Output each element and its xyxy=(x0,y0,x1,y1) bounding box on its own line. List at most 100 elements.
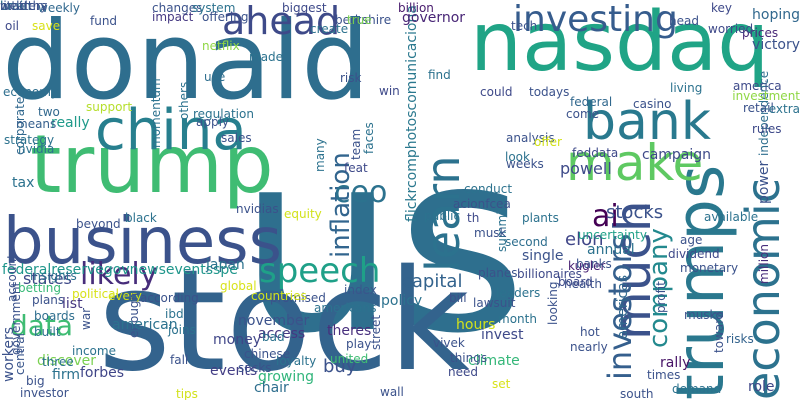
word-support: support xyxy=(86,100,133,114)
word-theres: theres xyxy=(327,323,372,339)
word-wall: wall xyxy=(380,385,404,399)
word-team: team xyxy=(349,128,363,160)
word-billionaires: billionaires xyxy=(517,267,582,281)
word-growing: growing xyxy=(258,369,314,385)
word-war: war xyxy=(79,307,93,330)
word-chinese: chinese xyxy=(244,347,291,361)
word-forbes: forbes xyxy=(80,365,125,381)
word-times: times xyxy=(647,368,681,382)
word-true: true xyxy=(347,13,372,27)
word-living: living xyxy=(670,81,703,95)
word-apply: apply xyxy=(196,115,230,129)
word-nearly: nearly xyxy=(570,340,608,354)
word-dividend: dividend xyxy=(668,247,720,261)
word-head: head xyxy=(669,14,699,28)
word-beyond: beyond xyxy=(76,217,121,231)
word-ibd: ibd xyxy=(165,307,184,321)
word-nvidias: nvidias xyxy=(236,202,279,216)
word-equity: equity xyxy=(284,207,322,221)
word-account: account xyxy=(5,254,19,302)
word-impact: impact xyxy=(152,10,194,24)
word-federal: federal xyxy=(570,95,613,109)
word-really: really xyxy=(51,115,90,131)
word-uncertainty: uncertainty xyxy=(578,228,647,242)
word-retail: retail xyxy=(743,101,774,115)
word-risk: risk xyxy=(340,71,362,85)
word-could: could xyxy=(480,85,513,99)
word-biggest: biggest xyxy=(282,1,327,15)
word-todays: todays xyxy=(529,85,570,99)
word-south: south xyxy=(620,387,654,400)
word-likely: likely xyxy=(80,257,158,292)
word-data: data xyxy=(10,309,74,342)
word-power: power xyxy=(756,160,772,204)
word-us: us xyxy=(238,97,527,388)
word-system: system xyxy=(192,1,236,15)
word-month: month xyxy=(498,312,537,326)
word-list: list xyxy=(62,296,83,312)
word-play: play xyxy=(346,337,372,351)
word-tips: tips xyxy=(176,387,198,400)
word-th: th xyxy=(467,211,480,225)
word-money: money xyxy=(213,332,261,348)
word-bill: bill xyxy=(449,291,467,305)
word-feat: feat xyxy=(344,161,368,175)
word-americans: americans xyxy=(314,301,377,315)
word-billion: billion xyxy=(398,1,434,15)
word-plants: plants xyxy=(522,211,559,225)
word-means: means xyxy=(16,117,57,131)
word-flickrcomphotoscomunicaciona: flickrcomphotoscomunicaciona xyxy=(404,5,420,222)
word-americas: americas xyxy=(615,274,631,339)
word-health: health xyxy=(564,277,602,291)
word-policy: policy xyxy=(381,293,423,309)
word-nasdaq: nasdaq xyxy=(470,0,770,90)
word-board: board xyxy=(558,275,593,289)
word-weeks: weeks xyxy=(506,157,544,171)
word-monetary: monetary xyxy=(680,261,739,275)
word-planes: planes xyxy=(478,266,518,280)
word-global: global xyxy=(220,279,257,293)
word-black: black xyxy=(125,211,157,225)
word-socks: socks xyxy=(238,361,272,375)
word-investment: investment xyxy=(732,89,800,103)
word-analysis: analysis xyxy=(506,131,555,145)
word-buy: buy xyxy=(323,356,357,377)
word-big: big xyxy=(26,374,45,388)
word-win: win xyxy=(379,84,400,98)
word-feddata: feddata xyxy=(572,146,619,160)
word-november: november xyxy=(238,313,310,329)
word-loyalty: loyalty xyxy=(276,354,317,368)
word-hours: hours xyxy=(456,317,496,333)
word-many: many xyxy=(313,138,327,172)
word-countries: countries xyxy=(251,289,307,303)
word-stocks: stocks xyxy=(606,202,664,223)
word-regulation: regulation xyxy=(193,107,254,121)
word-workers: workers xyxy=(1,326,17,382)
word-save: save xyxy=(32,19,61,33)
word-others: others xyxy=(177,81,191,120)
word-public: public xyxy=(424,209,461,223)
word-campaign: campaign xyxy=(642,147,712,163)
word-offering: offering xyxy=(202,10,249,24)
word-china: china xyxy=(95,98,247,163)
word-chair: chair xyxy=(254,380,289,396)
word-street: street xyxy=(369,314,383,350)
word-looking: looking xyxy=(546,281,560,325)
word-second: second xyxy=(505,235,548,249)
word-fall: fall xyxy=(170,353,189,367)
word-find: find xyxy=(428,68,451,82)
word-ceo: ceo xyxy=(334,175,388,210)
word-bank: bank xyxy=(583,92,711,152)
word-offer: offer xyxy=(534,135,562,149)
word-plans: plans xyxy=(32,293,65,307)
word-faces: faces xyxy=(362,122,376,154)
word-create: create xyxy=(310,22,349,36)
word-american: american xyxy=(112,317,178,333)
word-single: single xyxy=(522,248,564,264)
word-things: things xyxy=(450,351,488,365)
word-access: access xyxy=(258,326,306,342)
word-three: three xyxy=(42,355,74,369)
word-elon: elon xyxy=(565,229,604,250)
word-musks: musks xyxy=(684,308,723,322)
